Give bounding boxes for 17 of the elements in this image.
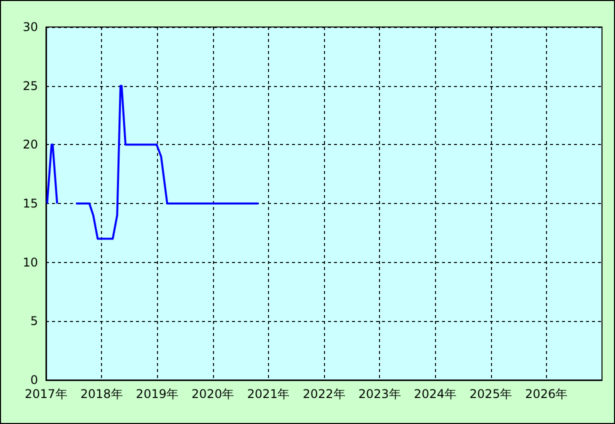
y-tick-label: 30 (22, 20, 38, 34)
x-tick-label: 2017年 (24, 387, 68, 401)
x-tick-label: 2019年 (136, 387, 178, 401)
x-tick-label: 2018年 (80, 387, 123, 401)
y-tick-label: 25 (22, 78, 38, 93)
y-tick-label: 0 (30, 373, 38, 387)
x-tick-label: 2022年 (302, 387, 346, 401)
x-tick-label: 2025年 (470, 387, 512, 401)
x-tick-label: 2021年 (247, 387, 290, 401)
x-tick-label: 2024年 (414, 387, 456, 401)
x-tick-label: 2023年 (358, 387, 401, 401)
y-tick-label: 20 (22, 138, 38, 152)
y-tick-label: 5 (30, 314, 38, 328)
y-tick-label: 10 (22, 255, 38, 270)
x-tick-label: 2020年 (192, 387, 234, 401)
y-tick-label: 15 (22, 196, 38, 210)
x-tick-label: 2026年 (525, 387, 568, 401)
